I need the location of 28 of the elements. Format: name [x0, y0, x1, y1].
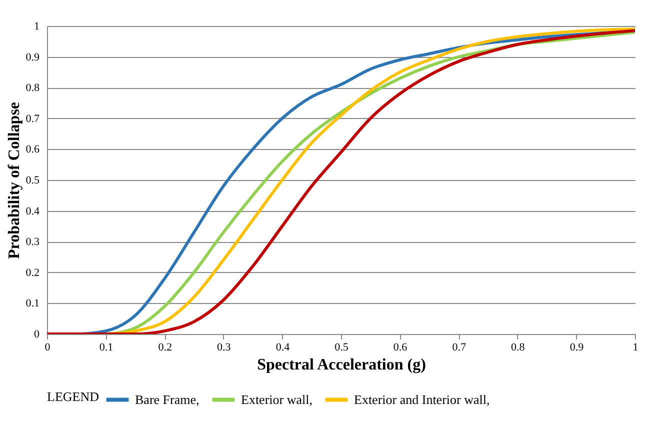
legend-label: Bare Frame, — [135, 392, 200, 407]
x-tick-label: 0.5 — [334, 342, 349, 354]
x-tick-label: 0.9 — [570, 342, 584, 354]
x-tick-label: 1 — [632, 342, 638, 354]
y-tick-label: 0.8 — [26, 82, 40, 94]
x-tick-label: 0.1 — [99, 342, 114, 354]
y-tick-label: 0.3 — [26, 236, 40, 248]
y-tick-label: 0.5 — [26, 174, 40, 186]
y-tick-label: 0.2 — [26, 266, 40, 279]
x-tick-label: 0.2 — [158, 342, 172, 354]
y-tick-label: 0.7 — [26, 112, 40, 125]
x-tick-label: 0.7 — [452, 342, 466, 354]
y-tick-label: 0 — [34, 328, 40, 340]
x-tick-label: 0.8 — [511, 342, 526, 354]
legend-title: LEGEND — [47, 389, 99, 404]
y-tick-label: 0.9 — [26, 51, 40, 64]
legend-label: Exterior wall, — [241, 392, 312, 407]
x-tick-label: 0.3 — [217, 342, 232, 354]
y-tick-label: 1 — [34, 20, 40, 32]
x-tick-label: 0 — [44, 342, 51, 354]
y-tick-label: 0.1 — [26, 298, 40, 310]
y-tick-label: 0.6 — [26, 144, 40, 156]
legend-label: Exterior and Interior wall, — [354, 392, 490, 407]
y-axis-title: Probability of Collapse — [6, 102, 23, 260]
x-axis-title: Spectral Acceleration (g) — [257, 356, 426, 374]
y-tick-label: 0.4 — [26, 205, 40, 218]
x-tick-label: 0.4 — [276, 342, 290, 354]
x-tick-label: 0.6 — [393, 342, 408, 354]
